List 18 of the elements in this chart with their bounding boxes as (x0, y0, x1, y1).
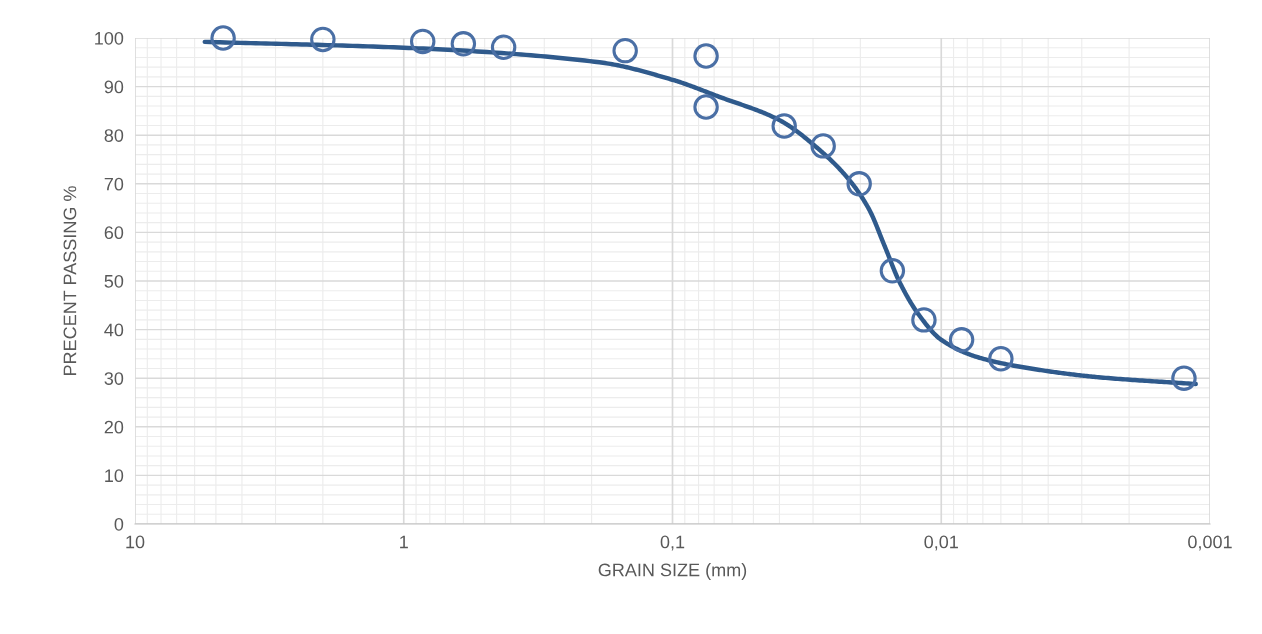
y-tick-label: 80 (104, 129, 124, 142)
x-tick-label: 1 (400, 535, 408, 549)
y-tick-label: 60 (104, 226, 124, 240)
y-tick-label: 20 (104, 420, 124, 434)
y-tick-label: 40 (104, 323, 124, 337)
y-tick-label: 10 (105, 469, 124, 483)
y-axis-title: PRECENT PASSING % (63, 186, 77, 376)
y-tick-label: 90 (104, 80, 124, 94)
y-tick-label: 50 (104, 274, 124, 288)
x-axis-title: GRAIN SIZE (mm) (598, 563, 747, 580)
y-tick-label: 100 (95, 31, 124, 45)
y-tick-label: 30 (104, 372, 124, 385)
x-tick-label: 10 (126, 535, 145, 549)
y-tick-label: 70 (104, 177, 124, 191)
x-tick-label: 0,01 (924, 535, 958, 551)
x-tick-label: 0,1 (660, 535, 685, 551)
x-tick-label: 0,001 (1188, 535, 1232, 551)
y-tick-label: 0 (114, 517, 124, 531)
